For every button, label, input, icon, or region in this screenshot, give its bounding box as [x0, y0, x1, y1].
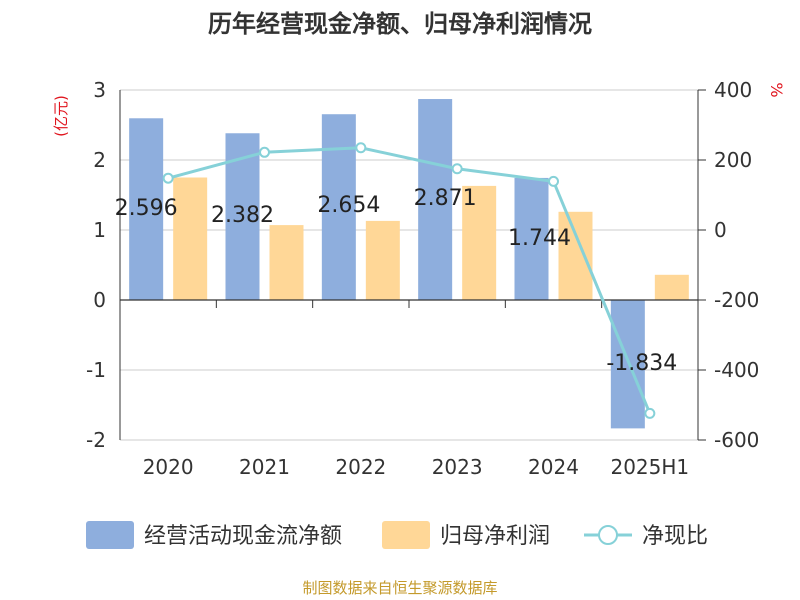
bar-net-profit [269, 225, 304, 300]
data-label: -1.834 [606, 351, 677, 376]
bar-net-profit [173, 177, 208, 300]
line-point [355, 142, 367, 154]
line-point [644, 407, 656, 419]
right-tick-label: 0 [714, 218, 727, 242]
line-point [259, 146, 270, 158]
bar-net-profit [462, 185, 497, 300]
line-point [451, 163, 463, 175]
left-tick-label: 3 [93, 78, 106, 102]
x-tick-label: 2020 [143, 455, 194, 479]
bar-cashflow [321, 114, 356, 300]
x-tick-label: 2022 [335, 455, 386, 479]
bar-net-profit [365, 220, 400, 300]
right-tick-label: -400 [714, 358, 759, 382]
source-note: 制图数据来自恒生聚源数据库 [302, 579, 497, 597]
right-axis-unit: % [767, 82, 786, 97]
left-tick-label: -2 [86, 428, 106, 452]
line-layer [162, 142, 656, 419]
x-tick-label: 2025H1 [610, 455, 689, 479]
bars-layer [129, 99, 689, 429]
legend-layer: 经营活动现金流净额 归母净利润 净现比 [86, 521, 708, 549]
data-label: 2.382 [211, 203, 274, 228]
right-tick-label: 400 [714, 78, 752, 102]
bar-cashflow [514, 177, 549, 300]
legend-swatch-cashflow [86, 521, 134, 549]
data-label: 1.744 [508, 226, 571, 251]
x-tick-label: 2024 [528, 455, 579, 479]
legend-label: 经营活动现金流净额 [144, 524, 342, 549]
line-point [162, 172, 174, 184]
bar-net-profit [558, 211, 593, 300]
right-tick-label: 200 [714, 148, 752, 172]
line-point [548, 175, 559, 187]
line-ratio [167, 146, 652, 414]
axis-layer: 3 2 1 0 -1 -2 400 200 0 -200 -400 -600 2020 2021 2022 2… [86, 78, 759, 479]
data-label: 2.871 [414, 186, 477, 211]
grid-layer [120, 89, 698, 441]
left-tick-label: 0 [93, 288, 106, 312]
label-layer: 2.596 2.382 2.654 2.871 1.744 -1.834 [115, 186, 678, 376]
right-tick-label: -200 [714, 288, 759, 312]
left-tick-label: 2 [93, 148, 106, 172]
left-axis-unit: (亿元) [52, 95, 70, 137]
x-tick-label: 2023 [432, 455, 483, 479]
legend-swatch-net-profit [382, 521, 430, 549]
legend-label: 净现比 [642, 524, 708, 549]
data-label: 2.654 [317, 193, 380, 218]
data-label: 2.596 [115, 196, 178, 221]
bar-cashflow [418, 99, 453, 300]
chart-title: 历年经营现金净额、归母净利润情况 [208, 10, 592, 38]
bar-net-profit [654, 274, 689, 300]
left-tick-label: 1 [93, 218, 106, 242]
legend-swatch-ratio-marker [598, 525, 618, 545]
bar-cashflow [129, 118, 164, 300]
legend-label: 归母净利润 [440, 524, 550, 549]
left-tick-label: -1 [86, 358, 106, 382]
x-tick-label: 2021 [239, 455, 290, 479]
right-tick-label: -600 [714, 428, 759, 452]
